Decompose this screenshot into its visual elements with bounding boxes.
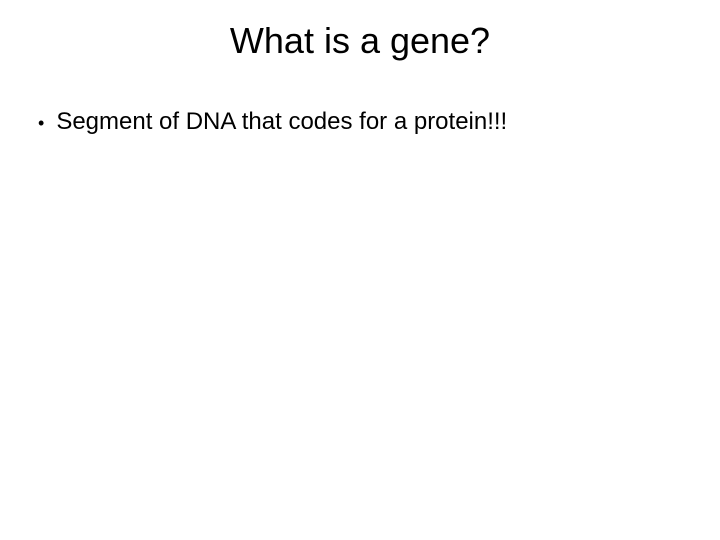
slide: What is a gene? • Segment of DNA that co… (0, 0, 720, 540)
slide-title: What is a gene? (0, 20, 720, 62)
list-item: • Segment of DNA that codes for a protei… (38, 108, 682, 137)
bullet-text: Segment of DNA that codes for a protein!… (56, 108, 507, 136)
slide-body: • Segment of DNA that codes for a protei… (38, 108, 682, 137)
bullet-icon: • (38, 109, 44, 137)
